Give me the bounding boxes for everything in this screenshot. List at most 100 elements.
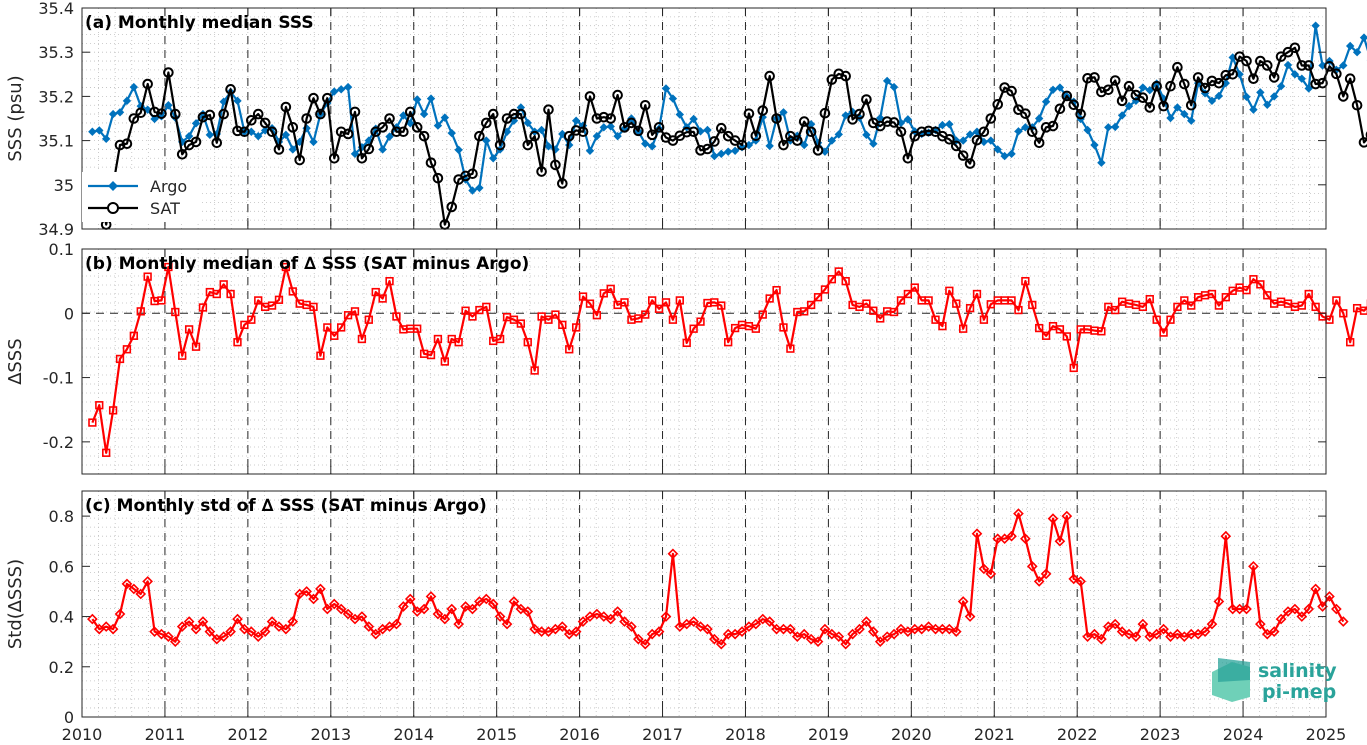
- data-point-series-0: [620, 298, 629, 307]
- x-tick-label: 2024: [1223, 725, 1264, 744]
- data-point-series-0: [1173, 302, 1182, 312]
- data-point-series-0: [612, 606, 623, 617]
- data-point-argo: [1097, 158, 1106, 167]
- data-point-series-0: [226, 289, 235, 299]
- data-point-sat: [923, 125, 934, 137]
- y-tick-label: 0.2: [49, 658, 74, 677]
- data-point-series-0: [633, 633, 644, 645]
- data-point-argo: [482, 136, 491, 145]
- data-point-series-0: [1180, 296, 1189, 305]
- data-point-argo: [1034, 114, 1044, 123]
- data-point-sat: [1289, 42, 1301, 54]
- data-point-series-0: [558, 320, 567, 330]
- data-point-argo: [1283, 60, 1293, 70]
- data-point-series-0: [667, 548, 679, 560]
- data-point-argo: [1166, 113, 1175, 123]
- data-point-sat: [888, 117, 900, 128]
- data-point-sat: [135, 107, 147, 119]
- data-point-sat: [170, 108, 181, 120]
- data-point-argo: [1090, 140, 1099, 150]
- data-point-argo: [717, 149, 726, 159]
- data-point-argo: [613, 131, 622, 141]
- data-point-series-0: [142, 576, 153, 587]
- data-point-series-0: [212, 289, 221, 299]
- data-point-series-0: [1069, 363, 1078, 373]
- data-point-argo: [1214, 91, 1224, 101]
- data-point-series-0: [945, 286, 954, 295]
- data-point-series-0: [281, 262, 291, 272]
- data-point-sat: [315, 108, 326, 120]
- data-point-series-0: [1311, 302, 1320, 312]
- data-point-sat: [557, 178, 568, 189]
- data-point-series-0: [641, 310, 650, 319]
- data-point-series-0: [1075, 576, 1086, 587]
- data-point-sat: [232, 125, 243, 137]
- data-point-argo: [1359, 33, 1367, 42]
- panel-b: -0.2 -0.1 0 0.1 ∆SSS (b) Monthly median of ∆ …: [5, 240, 1367, 475]
- data-point-series-0: [178, 351, 187, 360]
- data-point-series-0: [121, 578, 133, 590]
- data-point-sat: [764, 70, 775, 82]
- data-point-sat: [1358, 137, 1367, 148]
- data-point-argo: [862, 130, 871, 140]
- data-point-series-0: [952, 299, 961, 308]
- data-point-sat: [757, 105, 769, 116]
- data-point-argo: [136, 101, 145, 111]
- x-tick-label: 2021: [974, 725, 1015, 744]
- data-point-argo: [1117, 111, 1127, 120]
- data-point-sat: [798, 116, 810, 127]
- legend-sat-label: SAT: [150, 199, 180, 218]
- panel-title: (b) Monthly median of ∆ SSS (SAT minus A…: [85, 254, 529, 274]
- data-point-argo: [965, 130, 975, 139]
- data-point-argo: [647, 142, 657, 151]
- data-point-series-0: [398, 601, 409, 612]
- data-point-argo: [979, 137, 989, 147]
- data-point-series-0: [827, 275, 837, 284]
- data-point-argo: [1048, 85, 1058, 94]
- data-point-series-0: [702, 623, 713, 635]
- data-point-argo: [122, 96, 132, 106]
- data-point-argo: [1276, 82, 1286, 91]
- data-point-argo: [309, 137, 318, 147]
- data-point-series-0: [819, 623, 831, 635]
- legend-argo-marker: [108, 181, 118, 191]
- data-point-series-0: [750, 618, 762, 630]
- data-point-series-0: [1220, 530, 1232, 542]
- data-point-series-0: [585, 299, 595, 308]
- data-point-series-0: [1187, 301, 1196, 310]
- data-point-series-0: [225, 626, 236, 637]
- data-point-sat: [460, 170, 471, 182]
- data-point-sat: [840, 70, 851, 82]
- data-point-sat: [861, 94, 872, 105]
- x-tick-label: 2015: [476, 725, 517, 744]
- data-point-series-0: [309, 302, 318, 312]
- data-point-series-0: [364, 315, 373, 324]
- data-point-series-0: [1185, 628, 1197, 640]
- data-point-series-0: [259, 626, 271, 637]
- data-point-series-0: [240, 320, 249, 330]
- data-point-series-0: [764, 616, 775, 627]
- data-point-sat: [688, 126, 699, 138]
- data-point-sat: [550, 159, 561, 171]
- data-point-series-0: [1248, 561, 1259, 572]
- data-point-argo: [1256, 88, 1265, 97]
- data-point-series-0: [1159, 328, 1168, 337]
- data-point-sat: [971, 134, 983, 146]
- data-point-argo: [433, 121, 443, 130]
- data-point-series-0: [992, 533, 1004, 545]
- logo-layer-icon: [1218, 658, 1250, 682]
- data-point-argo: [516, 103, 526, 112]
- data-point-sat: [819, 107, 831, 119]
- logo-line2: pi-mep: [1262, 681, 1336, 703]
- data-point-sat: [1089, 72, 1100, 83]
- data-point-sat: [335, 126, 347, 138]
- data-point-argo: [952, 136, 961, 145]
- data-point-sat: [1047, 120, 1059, 132]
- data-point-series-0: [1331, 603, 1342, 615]
- data-point-argo: [565, 140, 574, 150]
- data-point-argo: [1297, 74, 1307, 83]
- data-point-argo: [523, 118, 532, 128]
- series-line-series-0: [91, 512, 1345, 646]
- y-tick-label: 0: [64, 708, 74, 727]
- data-point-series-0: [1116, 626, 1128, 637]
